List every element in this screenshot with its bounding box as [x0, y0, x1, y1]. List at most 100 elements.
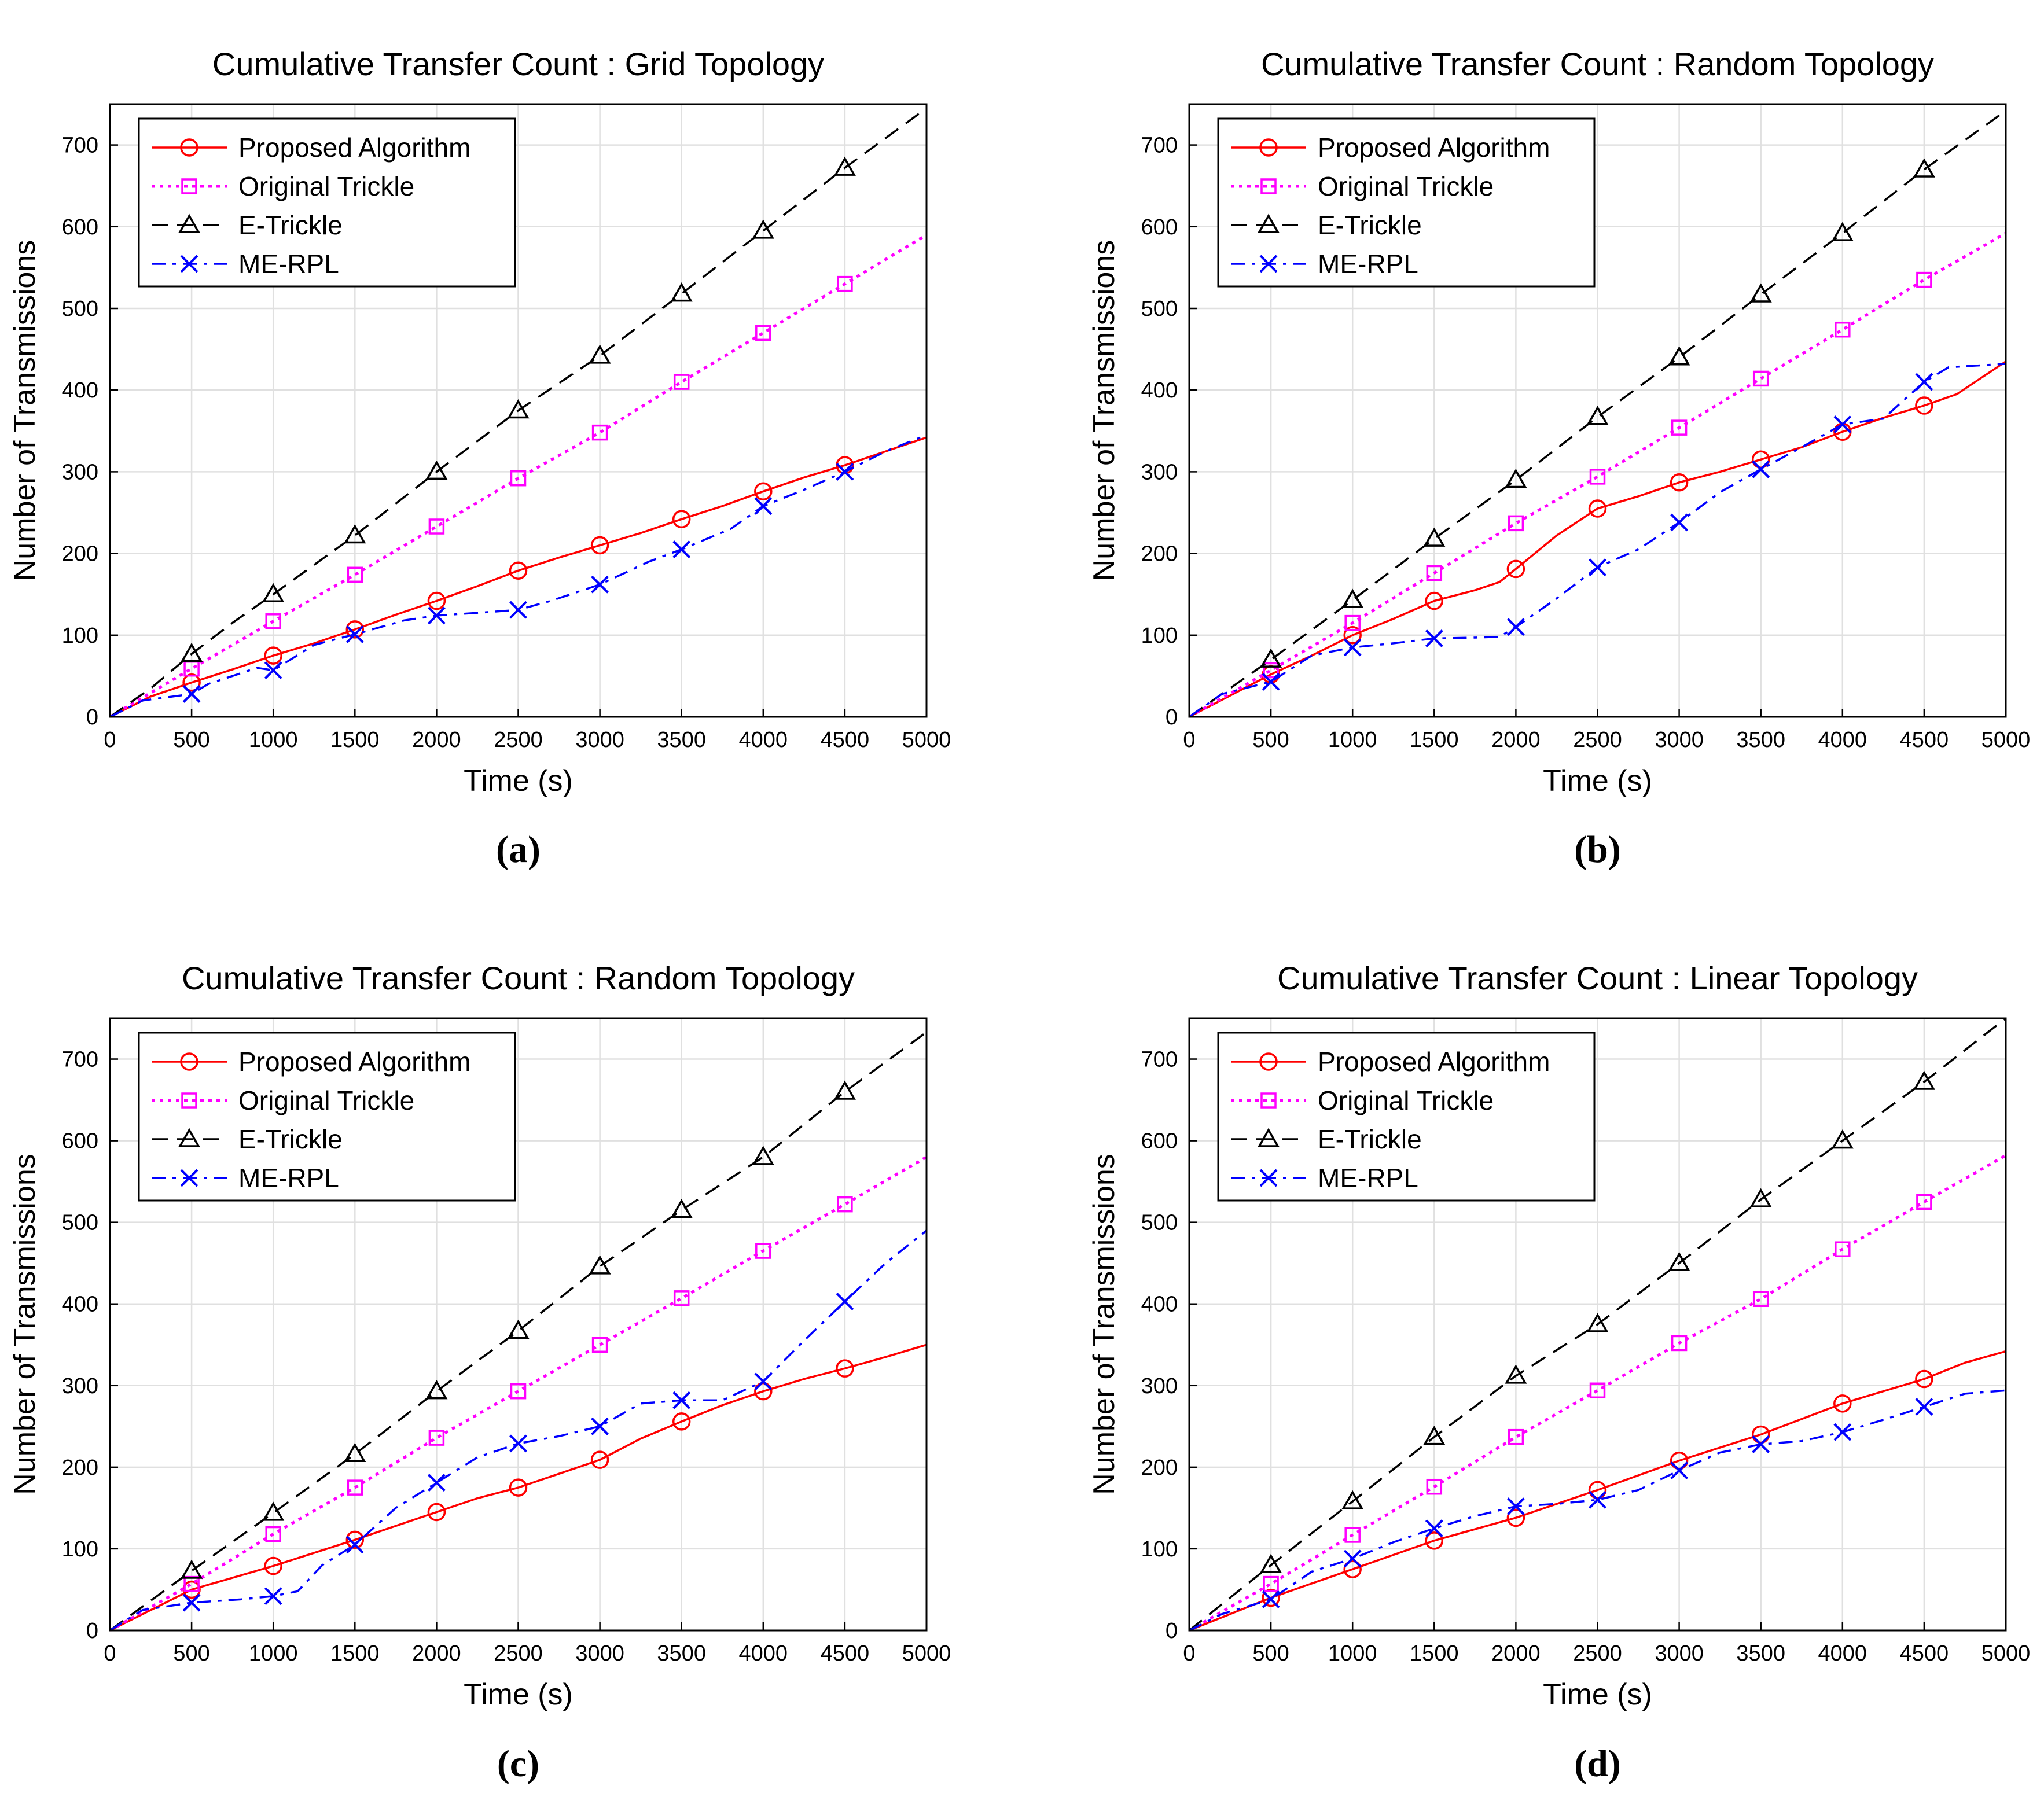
series-line-e-trickle [1188, 109, 2007, 718]
chart-panel-3: 0 500 1000 1500 2000 2500 3000 3500 4000 4500 5000… [8, 960, 951, 1785]
series-line-e-trickle [109, 107, 928, 718]
data-point-marker [1423, 1426, 1446, 1445]
legend-marker [178, 213, 201, 233]
data-point-marker [1506, 559, 1525, 579]
data-point-marker [1586, 1313, 1609, 1332]
x-tick-label: 3000 [575, 1641, 624, 1666]
data-point-marker [1508, 1428, 1524, 1445]
series-line-me-rpl [109, 434, 927, 718]
legend: Proposed Algorithm Original Trickle E-Tric… [138, 1032, 516, 1202]
chart-panel-2: 0 500 1000 1500 2000 2500 3000 3500 4000 4500 5000… [1087, 46, 2030, 871]
x-tick-label: 0 [1183, 1641, 1195, 1666]
data-point-marker [509, 561, 528, 580]
legend-label: Proposed Algorithm [1318, 132, 1550, 163]
legend-marker [1259, 1169, 1278, 1187]
data-point-marker [1425, 1519, 1443, 1538]
data-point-marker [1344, 1527, 1361, 1543]
y-tick-label: 0 [1166, 705, 1178, 730]
data-point-marker [1749, 283, 1772, 303]
data-point-marker [1752, 460, 1770, 478]
legend-marker [180, 1169, 198, 1187]
data-point-marker [425, 1380, 448, 1400]
x-tick-label: 2500 [494, 728, 543, 752]
data-point-marker [590, 1450, 609, 1469]
data-point-marker [507, 1319, 530, 1339]
legend-label: Original Trickle [1318, 1085, 1494, 1115]
data-point-marker [1915, 396, 1933, 415]
legend-marker [181, 1092, 197, 1109]
data-point-marker [1341, 1490, 1364, 1509]
x-tick-label: 3500 [1736, 728, 1785, 752]
data-point-marker [509, 1478, 528, 1497]
x-tick-label: 3500 [1736, 1641, 1785, 1666]
data-point-marker [1588, 499, 1607, 518]
data-point-marker [345, 1530, 365, 1549]
data-point-marker [1344, 614, 1361, 631]
data-point-marker [425, 460, 448, 480]
series-line-proposed-algorithm [1189, 360, 2006, 718]
data-point-marker [1506, 1508, 1525, 1527]
data-point-marker [1670, 473, 1689, 492]
data-point-marker [672, 540, 691, 558]
data-point-marker [670, 282, 693, 302]
x-tick-label: 3000 [1655, 1641, 1704, 1666]
data-point-marker [507, 399, 530, 419]
data-point-marker [672, 1412, 691, 1431]
data-point-marker [1916, 1194, 1932, 1210]
legend-label: ME-RPL [238, 249, 339, 279]
x-tick-label: 1000 [249, 1641, 298, 1666]
data-point-marker [1343, 638, 1362, 657]
data-point-marker [1671, 419, 1688, 436]
y-tick-label: 300 [1141, 460, 1178, 484]
x-tick-label: 1500 [330, 1641, 380, 1666]
data-point-marker [589, 344, 611, 364]
data-point-marker [264, 661, 282, 679]
y-tick-label: 300 [62, 1374, 98, 1398]
y-tick-label: 600 [62, 215, 98, 240]
data-point-marker [591, 1417, 609, 1435]
x-tick-label: 0 [104, 1641, 116, 1666]
series-line-e-trickle [109, 1031, 928, 1632]
legend-label: E-Trickle [1318, 1124, 1422, 1154]
data-point-marker [1670, 1461, 1689, 1479]
data-point-marker [264, 646, 282, 665]
data-point-marker [182, 673, 201, 692]
data-point-marker [1505, 468, 1527, 488]
panel-caption: (c) [497, 1743, 539, 1785]
data-point-marker [1343, 1549, 1362, 1568]
data-point-marker [1833, 1423, 1852, 1441]
data-point-marker [590, 536, 609, 555]
x-tick-label: 2000 [412, 1641, 461, 1666]
data-point-marker [262, 583, 285, 602]
panel-caption: (d) [1574, 1743, 1621, 1785]
x-tick-label: 5000 [1981, 1641, 2031, 1666]
data-point-marker [1670, 513, 1689, 532]
y-tick-label: 200 [62, 542, 98, 566]
x-tick-label: 1000 [249, 728, 298, 752]
x-axis-label: Time (s) [1543, 764, 1652, 798]
y-tick-label: 600 [62, 1129, 98, 1154]
chart-title: Cumulative Transfer Count : Grid Topolog… [212, 46, 824, 82]
x-tick-label: 2000 [412, 728, 461, 752]
data-point-marker [1343, 626, 1362, 645]
data-point-marker [1833, 415, 1852, 433]
data-point-marker [591, 1337, 608, 1353]
data-point-marker [347, 1479, 363, 1496]
y-tick-label: 600 [1141, 215, 1178, 240]
legend-marker [1259, 1052, 1278, 1071]
x-tick-label: 5000 [902, 1641, 951, 1666]
legend-label: ME-RPL [1318, 249, 1418, 279]
data-point-marker [182, 1593, 201, 1612]
legend-marker [1257, 213, 1280, 233]
data-point-marker [428, 1430, 445, 1446]
y-tick-label: 200 [1141, 1456, 1178, 1480]
data-point-marker [1915, 1369, 1933, 1389]
x-tick-label: 4000 [739, 1641, 788, 1666]
x-tick-label: 5000 [1981, 728, 2031, 752]
legend: Proposed Algorithm Original Trickle E-Tric… [1217, 117, 1596, 288]
y-tick-label: 700 [1141, 134, 1178, 158]
series-line-proposed-algorithm [109, 436, 927, 718]
data-point-marker [510, 470, 527, 487]
data-point-marker [673, 1290, 690, 1306]
legend-label: E-Trickle [238, 210, 343, 240]
